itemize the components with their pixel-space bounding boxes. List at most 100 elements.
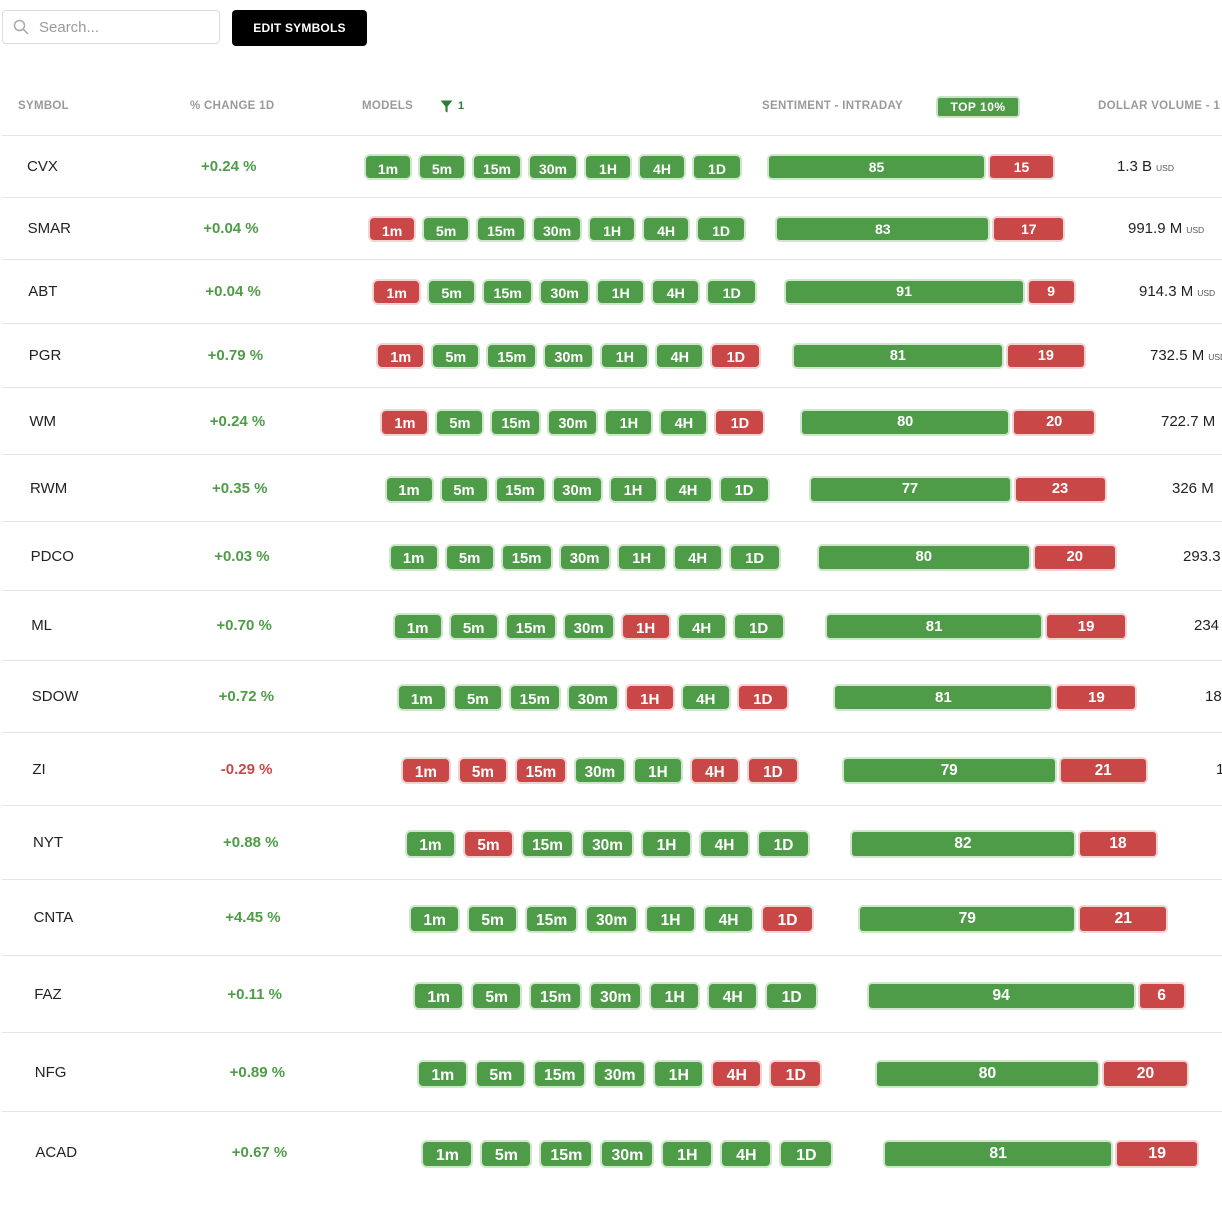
table-row[interactable]: CVX +0.24 % 1m 5m 15m 30m 1H 4H 1D 85 15 1.3 B USD bbox=[2, 135, 1222, 198]
edit-symbols-button[interactable]: EDIT SYMBOLS bbox=[232, 10, 367, 46]
sentiment-negative[interactable]: 20 bbox=[1103, 1062, 1187, 1086]
table-row[interactable]: FAZ +0.11 % 1m 5m 15m 30m 1H 4H 1D 94 6 bbox=[2, 955, 1222, 1033]
model-chip-4h[interactable]: 4H bbox=[713, 1062, 761, 1086]
model-chip-30m[interactable]: 30m bbox=[541, 281, 589, 303]
header-symbol[interactable]: SYMBOL bbox=[18, 100, 69, 112]
symbol-cell[interactable]: FAZ bbox=[34, 986, 62, 1003]
model-chip-30m[interactable]: 30m bbox=[534, 218, 581, 240]
model-chip-1d[interactable]: 1D bbox=[771, 1062, 821, 1086]
table-row[interactable]: NFG +0.89 % 1m 5m 15m 30m 1H 4H 1D 80 20 bbox=[2, 1032, 1222, 1112]
table-row[interactable]: ACAD +0.67 % 1m 5m 15m 30m 1H 4H 1D 81 19 bbox=[2, 1111, 1222, 1193]
model-chip-1h[interactable]: 1H bbox=[590, 218, 635, 240]
model-chip-4h[interactable]: 4H bbox=[665, 478, 711, 501]
sentiment-positive[interactable]: 80 bbox=[818, 546, 1029, 569]
model-chip-4h[interactable]: 4H bbox=[644, 218, 689, 240]
model-chip-4h[interactable]: 4H bbox=[674, 546, 721, 569]
model-chip-1m[interactable]: 1m bbox=[423, 1142, 472, 1166]
sentiment-positive[interactable]: 82 bbox=[852, 832, 1074, 856]
model-chip-4h[interactable]: 4H bbox=[678, 615, 725, 638]
model-chip-1m[interactable]: 1m bbox=[370, 218, 415, 240]
model-chip-1d[interactable]: 1D bbox=[720, 478, 768, 501]
header-sentiment[interactable]: SENTIMENT - INTRADAY bbox=[762, 100, 904, 112]
symbol-cell[interactable]: CVX bbox=[27, 158, 58, 175]
symbol-cell[interactable]: PGR bbox=[28, 347, 62, 364]
model-chip-1m[interactable]: 1m bbox=[402, 759, 449, 782]
model-chip-4h[interactable]: 4H bbox=[661, 411, 707, 434]
sentiment-negative[interactable]: 21 bbox=[1080, 907, 1167, 931]
sentiment-negative[interactable]: 19 bbox=[1007, 345, 1084, 367]
symbol-cell[interactable]: SMAR bbox=[27, 220, 71, 237]
model-chip-15m[interactable]: 15m bbox=[474, 156, 520, 178]
model-chip-1d[interactable]: 1D bbox=[781, 1142, 832, 1166]
model-chip-1d[interactable]: 1D bbox=[694, 156, 740, 178]
sentiment-negative[interactable]: 15 bbox=[990, 156, 1053, 178]
model-chip-15m[interactable]: 15m bbox=[516, 759, 565, 782]
table-row[interactable]: NYT +0.88 % 1m 5m 15m 30m 1H 4H 1D 82 18 bbox=[2, 805, 1222, 880]
model-chip-1d[interactable]: 1D bbox=[730, 546, 779, 569]
model-chip-1d[interactable]: 1D bbox=[734, 615, 783, 638]
model-chip-1h[interactable]: 1H bbox=[618, 546, 665, 569]
model-chip-1h[interactable]: 1H bbox=[663, 1142, 712, 1166]
sentiment-positive[interactable]: 94 bbox=[868, 984, 1134, 1008]
model-chip-5m[interactable]: 5m bbox=[473, 984, 521, 1008]
model-chip-1d[interactable]: 1D bbox=[708, 281, 756, 303]
model-chip-4h[interactable]: 4H bbox=[653, 281, 699, 303]
table-row[interactable]: ABT +0.04 % 1m 5m 15m 30m 1H 4H 1D 91 9 914.3 M USD bbox=[2, 259, 1222, 324]
model-chip-1m[interactable]: 1m bbox=[386, 478, 432, 501]
model-chip-1m[interactable]: 1m bbox=[394, 615, 441, 638]
model-chip-30m[interactable]: 30m bbox=[553, 478, 601, 501]
sentiment-negative[interactable]: 20 bbox=[1014, 411, 1095, 434]
sentiment-negative[interactable]: 17 bbox=[994, 218, 1064, 240]
model-chip-5m[interactable]: 5m bbox=[424, 218, 469, 240]
model-chip-30m[interactable]: 30m bbox=[575, 759, 624, 782]
sentiment-negative[interactable]: 6 bbox=[1139, 984, 1184, 1008]
model-chip-1d[interactable]: 1D bbox=[759, 832, 808, 856]
model-chip-4h[interactable]: 4H bbox=[640, 156, 684, 178]
sentiment-negative[interactable]: 19 bbox=[1047, 615, 1126, 638]
model-chip-4h[interactable]: 4H bbox=[709, 984, 757, 1008]
model-chip-4h[interactable]: 4H bbox=[705, 907, 753, 931]
sentiment-positive[interactable]: 81 bbox=[827, 615, 1042, 638]
table-row[interactable]: PDCO +0.03 % 1m 5m 15m 30m 1H 4H 1D 80 20 293.3 bbox=[2, 521, 1222, 591]
model-chip-30m[interactable]: 30m bbox=[595, 1062, 645, 1086]
model-chip-1d[interactable]: 1D bbox=[748, 759, 797, 782]
model-chip-5m[interactable]: 5m bbox=[465, 832, 512, 856]
model-chip-15m[interactable]: 15m bbox=[478, 218, 525, 240]
model-chip-1h[interactable]: 1H bbox=[606, 411, 652, 434]
models-filter[interactable]: 1 bbox=[440, 96, 464, 116]
model-chip-1m[interactable]: 1m bbox=[374, 281, 420, 303]
header-dollar-volume[interactable]: DOLLAR VOLUME - 1 bbox=[1098, 100, 1221, 112]
model-chip-5m[interactable]: 5m bbox=[429, 281, 475, 303]
model-chip-15m[interactable]: 15m bbox=[506, 615, 555, 638]
model-chip-15m[interactable]: 15m bbox=[492, 411, 540, 434]
model-chip-4h[interactable]: 4H bbox=[722, 1142, 771, 1166]
model-chip-30m[interactable]: 30m bbox=[602, 1142, 653, 1166]
model-chip-1h[interactable]: 1H bbox=[643, 832, 690, 856]
model-chip-30m[interactable]: 30m bbox=[530, 156, 576, 178]
model-chip-1h[interactable]: 1H bbox=[647, 907, 695, 931]
model-chip-1m[interactable]: 1m bbox=[366, 156, 410, 178]
header-models[interactable]: MODELS bbox=[362, 100, 413, 112]
search-input[interactable] bbox=[37, 17, 211, 37]
sentiment-positive[interactable]: 83 bbox=[777, 218, 989, 240]
sentiment-positive[interactable]: 79 bbox=[860, 907, 1075, 931]
model-chip-30m[interactable]: 30m bbox=[587, 907, 637, 931]
symbol-cell[interactable]: ACAD bbox=[35, 1144, 78, 1161]
model-chip-1d[interactable]: 1D bbox=[767, 984, 817, 1008]
model-chip-5m[interactable]: 5m bbox=[450, 615, 497, 638]
model-chip-1h[interactable]: 1H bbox=[622, 615, 669, 638]
sentiment-positive[interactable]: 79 bbox=[843, 759, 1055, 782]
model-chip-15m[interactable]: 15m bbox=[527, 907, 577, 931]
model-chip-4h[interactable]: 4H bbox=[682, 686, 729, 709]
symbol-cell[interactable]: ZI bbox=[32, 761, 46, 778]
model-chip-1h[interactable]: 1H bbox=[586, 156, 630, 178]
symbol-cell[interactable]: WM bbox=[29, 413, 57, 430]
model-chip-15m[interactable]: 15m bbox=[535, 1062, 585, 1086]
model-chip-4h[interactable]: 4H bbox=[701, 832, 748, 856]
model-chip-30m[interactable]: 30m bbox=[591, 984, 641, 1008]
model-chip-1h[interactable]: 1H bbox=[626, 686, 673, 709]
table-row[interactable]: CNTA +4.45 % 1m 5m 15m 30m 1H 4H 1D 79 21 bbox=[2, 879, 1222, 956]
model-chip-5m[interactable]: 5m bbox=[441, 478, 487, 501]
